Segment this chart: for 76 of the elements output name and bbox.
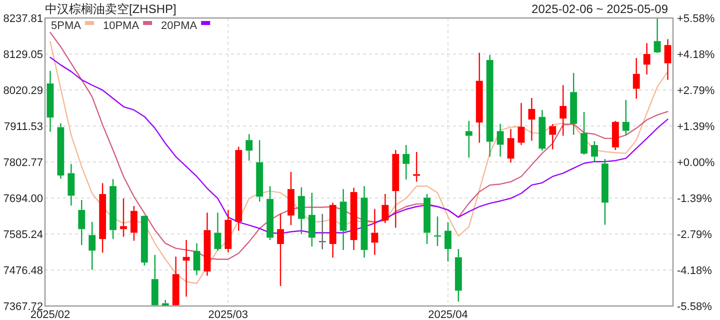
x-tick-label: 2025/02 [30,309,70,320]
candlestick [454,248,462,302]
candlestick [444,222,452,262]
y-tick-label: 7476.48 [3,265,43,277]
y-tick-label: 8237.81 [3,13,43,25]
candlestick [340,188,347,251]
candlestick [424,193,430,245]
y-tick-label: 7694.00 [3,193,43,205]
y-tick-label: 7585.24 [3,229,43,241]
y2-tick-label: -1.39% [677,192,712,205]
y2-tick-label: -5.58% [677,301,712,313]
legend-label: 5PMA [51,20,82,32]
candlestick [496,123,504,158]
chart-subtitle: 2025-02-06 ~ 2025-05-09 [532,2,668,16]
candlestick [518,102,525,146]
candlestick [643,42,650,76]
legend-label: 10PMA [102,20,140,32]
candlestick [298,186,305,235]
candlestick [402,144,410,180]
candlestick [465,120,472,158]
candlestick [622,99,630,136]
y-tick-label: 8020.29 [3,85,43,97]
candlestick [549,124,556,150]
candlestick [602,158,608,226]
candlestick [68,163,75,206]
candlestick [476,52,483,144]
candlestick [560,84,567,136]
candlestick [507,128,514,164]
candlestick [580,111,588,156]
y2-tick-label: +4.18% [677,49,715,62]
candlestick [538,109,546,152]
y2-tick-label: +1.39% [677,121,715,134]
y-tick-label: 7911.53 [4,121,43,133]
candlestick [182,239,190,298]
y2-tick-label: +2.79% [677,85,715,97]
candlestick [204,212,211,276]
candlestick [329,202,336,258]
legend-label: 20PMA [161,20,198,32]
candlestick [88,221,96,270]
candlestick [266,185,274,241]
candlestick [78,199,86,246]
candlestick [214,212,222,252]
candlestick [277,213,284,287]
y-tick-label: 7802.77 [3,157,43,169]
candlestick [392,149,400,228]
candlestick [288,171,294,226]
candlestick [130,205,138,242]
candlestick [360,185,368,258]
candlestick [486,54,494,158]
y2-tick-label: -4.18% [677,264,712,277]
x-tick-label: 2025/03 [208,309,248,320]
candlestick [46,70,54,132]
candlestick [350,187,358,251]
y2-tick-label: +0.00% [677,157,715,169]
x-tick-label: 2025/04 [428,309,468,320]
candlestick [308,192,316,248]
candlestick [632,57,640,100]
y2-tick-label: -2.79% [677,229,712,241]
y2-tick-label: +5.58% [677,13,715,25]
candlestick [57,122,64,180]
candlestick [246,134,253,162]
candlestick [413,151,420,182]
candlestick [235,146,242,232]
candlestick [382,193,389,224]
y-tick-label: 8129.05 [3,49,43,61]
candlestick [371,208,378,256]
candlestick [110,178,116,240]
candlestick [664,38,672,80]
candlestick [528,97,536,142]
candlestick [99,182,106,254]
candlestick [193,242,200,276]
candlestick [120,198,127,238]
candlestick [224,209,232,253]
candlestick [256,139,264,202]
chart-title: 中汉棕榈油卖空[ZHSHP] [45,2,176,16]
candlestick [570,72,578,136]
